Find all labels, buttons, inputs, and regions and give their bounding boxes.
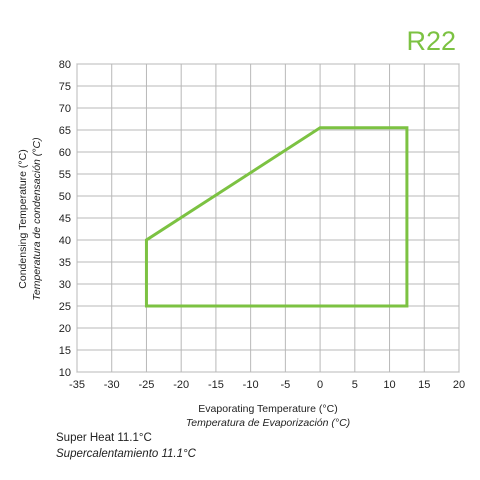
x-tick-labels: -35 -30 -25 -20 -15 -10 -5 0 5 10 15 20 — [69, 379, 465, 391]
y-tick-label: 40 — [59, 235, 71, 247]
y-tick-label: 30 — [59, 279, 71, 291]
y-tick-label: 75 — [59, 81, 71, 93]
x-tick-label: 20 — [453, 379, 465, 391]
superheat-note: Super Heat 11.1°C — [56, 432, 152, 444]
x-tick-label: -5 — [280, 379, 290, 391]
y-tick-label: 25 — [59, 301, 71, 313]
x-tick-label: 15 — [418, 379, 430, 391]
refrigerant-label: R22 — [406, 26, 456, 56]
superheat-note-alt: Supercalentamiento 11.1°C — [56, 448, 196, 460]
y-tick-label: 50 — [59, 191, 71, 203]
y-tick-label: 35 — [59, 257, 71, 269]
y-tick-label: 65 — [59, 125, 71, 137]
envelope-line — [144, 126, 409, 308]
grid — [76, 63, 460, 373]
x-tick-label: 10 — [383, 379, 395, 391]
x-tick-label: 5 — [352, 379, 358, 391]
y-tick-label: 70 — [59, 103, 71, 115]
y-axis-label-alt: Temperatura de condensación (°C) — [31, 137, 43, 300]
y-tick-labels: 10 15 20 25 30 35 40 45 50 55 60 65 70 75 80 — [59, 59, 71, 379]
x-tick-label: -35 — [69, 379, 85, 391]
y-tick-label: 60 — [59, 147, 71, 159]
x-tick-label: 0 — [317, 379, 323, 391]
y-tick-label: 15 — [59, 345, 71, 357]
y-axis-label: Condensing Temperature (°C) — [17, 149, 29, 288]
y-tick-label: 55 — [59, 169, 71, 181]
y-tick-label: 80 — [59, 59, 71, 71]
series-group — [144, 126, 409, 308]
x-axis-label-alt: Temperatura de Evaporización (°C) — [186, 417, 350, 429]
x-tick-label: -15 — [208, 379, 224, 391]
x-tick-label: -25 — [139, 379, 155, 391]
x-tick-label: -30 — [104, 379, 120, 391]
y-tick-label: 20 — [59, 323, 71, 335]
y-tick-label: 10 — [59, 367, 71, 379]
x-tick-label: -20 — [173, 379, 189, 391]
x-tick-label: -10 — [243, 379, 259, 391]
y-tick-label: 45 — [59, 213, 71, 225]
x-axis-label: Evaporating Temperature (°C) — [198, 403, 337, 415]
